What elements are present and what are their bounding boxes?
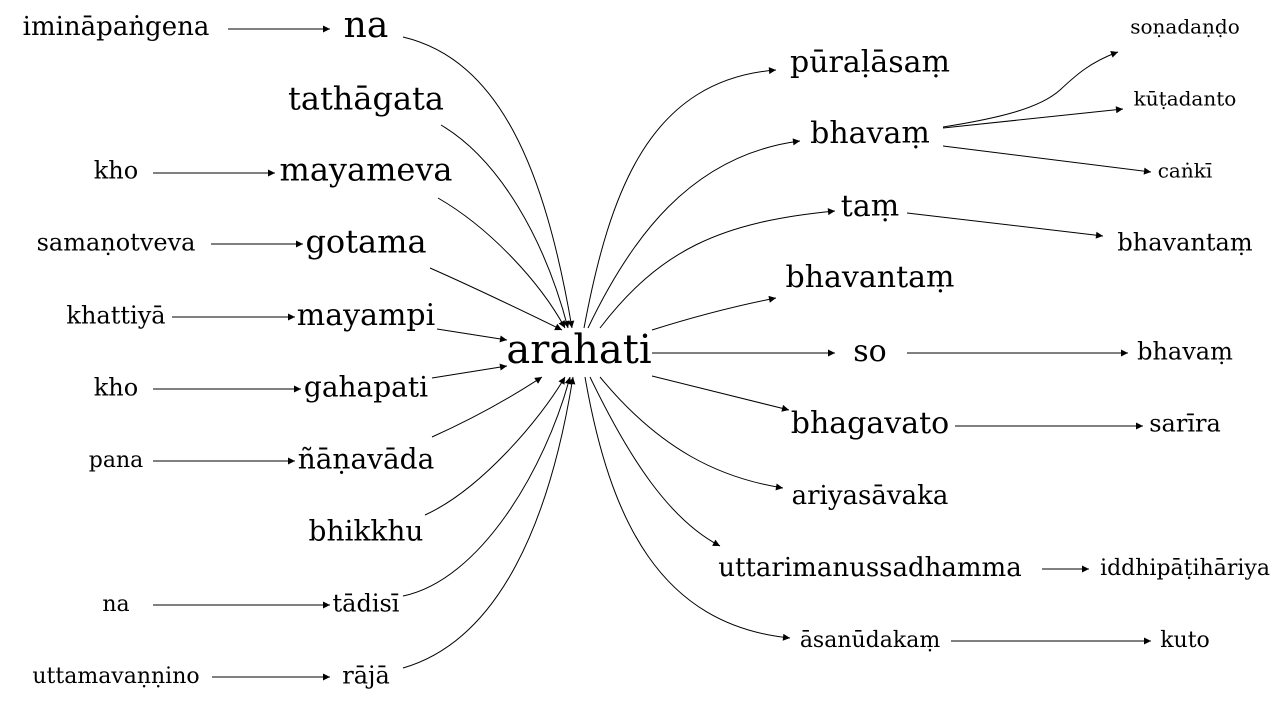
node-pana: pana	[89, 448, 143, 473]
edge-layer	[153, 25, 1152, 681]
node-arahati: arahati	[506, 327, 651, 373]
node-mayameva: mayameva	[279, 151, 452, 189]
edge-raja-arahati	[402, 376, 576, 669]
edge-bhavam-canki	[942, 145, 1152, 175]
edge-nanavada-arahati	[431, 376, 543, 438]
edge-arahati-asanudakam	[584, 376, 791, 641]
node-bhavantam: bhavantaṃ	[786, 260, 955, 295]
edge-arahati-bhavantam	[651, 295, 777, 331]
node-na-bottom: na	[102, 592, 129, 617]
edge-tadisi-arahati	[402, 376, 572, 597]
node-tam: taṃ	[841, 189, 899, 224]
node-uttarimanussadhamma: uttarimanussadhamma	[718, 553, 1021, 583]
node-samanotveva: samaṇotveva	[37, 229, 196, 257]
node-bhagavato: bhagavato	[791, 406, 949, 441]
node-mayampi: mayampi	[297, 298, 435, 333]
node-nanavada: ñāṇavāda	[298, 443, 435, 476]
edge-tathagata-arahati	[440, 124, 570, 329]
edge-arahati-tam	[599, 208, 836, 329]
edge-bhikkhu-arahati	[424, 376, 566, 516]
node-bhavam-1: bhavaṃ	[810, 116, 930, 151]
node-iminapangena: imināpaṅgena	[23, 12, 210, 42]
node-kutadanto: kūṭadanto	[1134, 87, 1237, 111]
node-gotama: gotama	[305, 223, 426, 261]
node-ariyasavaka: ariyasāvaka	[792, 481, 949, 511]
node-na-top: na	[344, 5, 389, 46]
node-khattiya: khattiyā	[66, 302, 165, 330]
node-sonadando: soṇadaṇḍo	[1130, 15, 1240, 39]
node-iddhipatihariya: iddhipāṭihāriya	[1100, 556, 1270, 581]
node-uttamavannino: uttamavaṇṇino	[32, 664, 199, 689]
edge-arahati-ariyasavaka	[599, 376, 784, 491]
node-puralasam: pūraḷāsaṃ	[790, 45, 950, 80]
node-asanudakam: āsanūdakaṃ	[800, 628, 941, 653]
edge-gahapati-arahati	[431, 363, 508, 379]
edge-gotama-arahati	[429, 267, 563, 331]
node-tadisi: tādisī	[333, 590, 400, 618]
node-raja: rājā	[342, 662, 390, 690]
node-bhikkhu: bhikkhu	[309, 515, 424, 548]
node-kho-1: kho	[94, 157, 138, 185]
node-kuto: kuto	[1160, 628, 1210, 653]
node-canki: caṅkī	[1158, 159, 1213, 183]
node-so: so	[853, 334, 886, 369]
edge-arahati-uttarimanussadhamma	[589, 376, 721, 547]
node-bhavantam-right: bhavantaṃ	[1117, 229, 1252, 257]
edge-mayameva-arahati	[437, 197, 566, 329]
node-tathagata: tathāgata	[288, 80, 444, 118]
node-gahapati: gahapati	[304, 371, 428, 404]
edge-arahati-bhagavato	[651, 375, 790, 412]
edge-arahati-puralasam	[583, 67, 777, 329]
edge-tam-bhavantam	[906, 212, 1104, 239]
node-layer: arahati na imināpaṅgena tathāgata mayame…	[23, 5, 1270, 690]
edge-mayampi-arahati	[436, 328, 508, 343]
edge-bhavam-kutadanto	[942, 106, 1124, 129]
edge-bhavam-sonadando	[942, 51, 1119, 128]
edge-arahati-bhavam	[587, 138, 801, 329]
edge-na-arahati	[402, 36, 575, 329]
node-sarira: sarīra	[1149, 410, 1221, 438]
node-bhavam-2: bhavaṃ	[1137, 338, 1233, 366]
node-kho-2: kho	[94, 374, 138, 402]
